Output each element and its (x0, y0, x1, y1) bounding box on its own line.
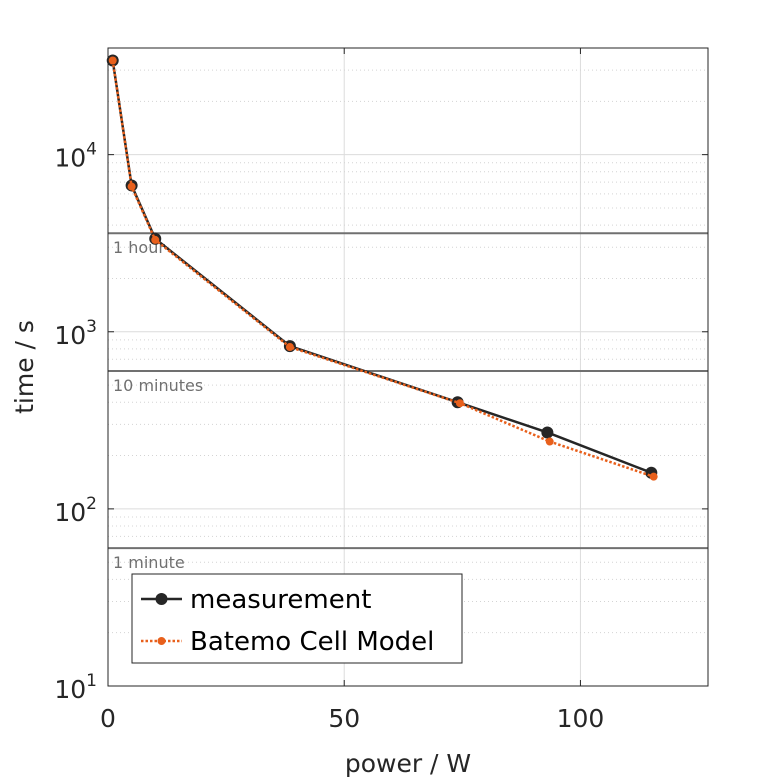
ticks: 0 50 100 101 102 103 104 (54, 48, 708, 733)
y-tick-label: 104 (54, 140, 97, 173)
plot-frame (107, 47, 709, 687)
data-point (127, 182, 136, 191)
legend-entry: measurement (141, 585, 371, 615)
legend-marker (157, 637, 166, 645)
data-point (151, 235, 160, 244)
y-axis-label: time / s (10, 320, 39, 414)
legend-entry: Batemo Cell Model (141, 627, 434, 657)
data-point (108, 56, 117, 65)
series (108, 56, 658, 481)
series-layer (106, 54, 658, 481)
x-tick-label: 50 (328, 704, 360, 733)
data-point (649, 472, 658, 481)
legend-marker (155, 593, 168, 605)
series (106, 54, 658, 479)
reference-label: 10 minutes (113, 376, 203, 395)
data-point (545, 437, 554, 446)
series-line (111, 60, 652, 474)
data-point (455, 399, 464, 408)
y-tick-label: 101 (54, 671, 97, 704)
x-axis-label: power / W (345, 749, 471, 778)
y-tick-label: 102 (54, 494, 97, 527)
legend: measurement Batemo Cell Model (131, 573, 463, 664)
x-tick-label: 0 (100, 704, 116, 733)
data-point (541, 426, 554, 439)
data-point (285, 343, 294, 352)
legend-label: measurement (190, 585, 371, 615)
y-tick-label: 103 (54, 317, 97, 350)
x-tick-label: 100 (557, 704, 605, 733)
reference-label: 1 minute (113, 553, 185, 572)
legend-label: Batemo Cell Model (190, 627, 434, 657)
legend-box (131, 573, 463, 664)
